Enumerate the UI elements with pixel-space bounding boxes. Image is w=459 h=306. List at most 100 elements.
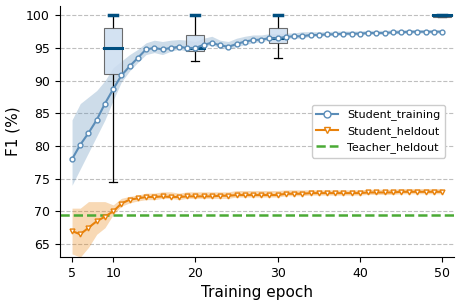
Student_training — [192, 46, 198, 50]
Student_training — [381, 31, 386, 35]
Student_training — [332, 32, 337, 36]
Student_heldout — [217, 194, 222, 198]
Student_training — [94, 118, 99, 122]
Student_training — [397, 31, 403, 34]
Student_training — [356, 32, 362, 35]
Student_training — [241, 40, 247, 43]
Bar — [104, 28, 122, 74]
Student_heldout — [356, 191, 362, 195]
Student_training — [77, 143, 83, 147]
Student_heldout — [258, 193, 263, 197]
Student_heldout — [307, 191, 313, 195]
Student_training — [299, 35, 304, 38]
X-axis label: Training epoch: Training epoch — [201, 285, 313, 300]
Student_training — [135, 56, 140, 60]
Student_training — [315, 33, 321, 37]
Student_heldout — [102, 215, 107, 218]
Student_heldout — [282, 192, 288, 196]
Student_training — [225, 45, 230, 49]
Student_heldout — [209, 195, 214, 198]
Student_heldout — [291, 192, 296, 196]
Student_heldout — [184, 195, 190, 198]
Line: Student_heldout: Student_heldout — [69, 189, 443, 237]
Student_heldout — [397, 190, 403, 194]
Student_training — [151, 46, 157, 50]
Student_training — [406, 30, 411, 34]
Student_training — [282, 35, 288, 39]
Student_heldout — [389, 191, 395, 194]
Student_heldout — [85, 226, 91, 230]
Student_heldout — [192, 195, 198, 198]
Student_training — [340, 32, 346, 35]
Student_heldout — [340, 191, 346, 195]
Student_training — [414, 30, 419, 34]
Student_heldout — [151, 195, 157, 199]
Student_heldout — [69, 229, 75, 233]
Student_training — [176, 45, 181, 49]
Student_heldout — [348, 191, 353, 195]
Student_heldout — [430, 190, 436, 194]
Student_training — [422, 30, 427, 34]
Student_heldout — [110, 210, 116, 213]
Student_training — [118, 74, 124, 77]
Student_heldout — [225, 194, 230, 198]
Student_training — [143, 47, 149, 51]
Student_heldout — [422, 190, 427, 194]
Student_heldout — [250, 193, 255, 197]
Line: Student_training: Student_training — [69, 29, 443, 162]
Student_heldout — [438, 190, 444, 194]
Student_training — [430, 30, 436, 34]
Student_training — [201, 43, 206, 47]
Student_heldout — [241, 193, 247, 197]
Student_training — [274, 36, 280, 40]
Student_heldout — [381, 191, 386, 194]
Student_training — [102, 102, 107, 106]
Student_heldout — [168, 195, 173, 199]
Student_heldout — [324, 191, 329, 195]
Student_training — [110, 88, 116, 91]
Legend: Student_training, Student_heldout, Teacher_heldout: Student_training, Student_heldout, Teach… — [311, 105, 444, 158]
Student_training — [348, 32, 353, 35]
Student_heldout — [135, 196, 140, 200]
Bar — [268, 28, 286, 43]
Student_heldout — [176, 195, 181, 199]
Student_training — [209, 41, 214, 45]
Y-axis label: F1 (%): F1 (%) — [6, 106, 21, 156]
Student_heldout — [364, 191, 370, 194]
Student_training — [364, 31, 370, 35]
Student_heldout — [406, 190, 411, 194]
Student_training — [250, 38, 255, 42]
Student_training — [291, 35, 296, 38]
Student_training — [85, 131, 91, 135]
Student_heldout — [299, 192, 304, 196]
Student_training — [266, 36, 272, 40]
Student_heldout — [373, 191, 378, 194]
Student_training — [389, 31, 395, 34]
Student_heldout — [274, 193, 280, 197]
Student_training — [307, 33, 313, 37]
Student_heldout — [233, 193, 239, 197]
Bar — [186, 35, 204, 51]
Student_heldout — [118, 202, 124, 205]
Student_training — [324, 32, 329, 36]
Student_heldout — [201, 195, 206, 198]
Student_training — [159, 47, 165, 51]
Student_heldout — [332, 191, 337, 195]
Student_training — [373, 31, 378, 35]
Student_training — [127, 65, 132, 68]
Student_heldout — [159, 195, 165, 198]
Student_training — [69, 157, 75, 161]
Student_heldout — [315, 191, 321, 195]
Bar — [432, 15, 450, 17]
Student_training — [184, 46, 190, 50]
Student_heldout — [266, 193, 272, 197]
Student_training — [258, 38, 263, 41]
Student_training — [438, 30, 444, 34]
Student_training — [168, 46, 173, 50]
Student_heldout — [143, 195, 149, 199]
Student_training — [233, 42, 239, 46]
Student_heldout — [94, 219, 99, 223]
Student_heldout — [414, 190, 419, 194]
Student_heldout — [77, 233, 83, 236]
Student_heldout — [127, 198, 132, 201]
